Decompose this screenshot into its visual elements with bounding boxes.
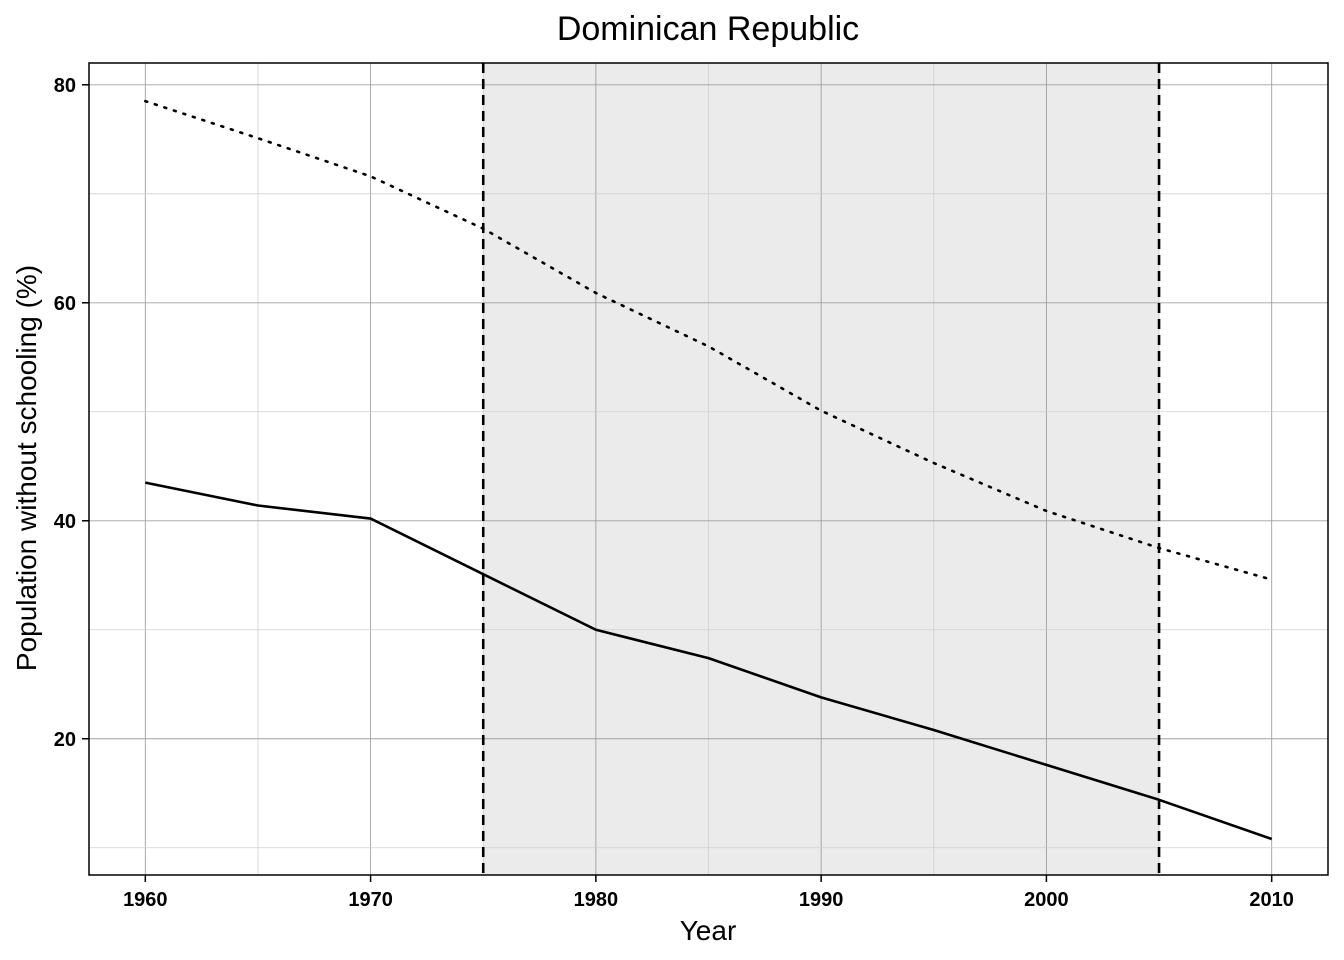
x-tick-label: 1960 (123, 889, 168, 911)
y-axis-ticks: 20 40 60 80 (54, 75, 89, 751)
chart-title: Dominican Republic (557, 10, 859, 48)
x-tick-label: 2000 (1024, 889, 1069, 911)
x-axis-ticks: 1960 1970 1980 1990 2000 2010 (123, 875, 1294, 911)
x-tick-label: 2010 (1249, 889, 1294, 911)
x-tick-label: 1990 (799, 889, 844, 911)
y-tick-label: 40 (54, 511, 76, 533)
x-tick-label: 1970 (348, 889, 393, 911)
x-axis-label: Year (680, 915, 737, 946)
y-tick-label: 20 (54, 729, 76, 751)
y-tick-label: 80 (54, 75, 76, 97)
x-tick-label: 1980 (574, 889, 619, 911)
y-axis-label: Population without schooling (%) (11, 265, 42, 671)
y-tick-label: 60 (54, 293, 76, 315)
